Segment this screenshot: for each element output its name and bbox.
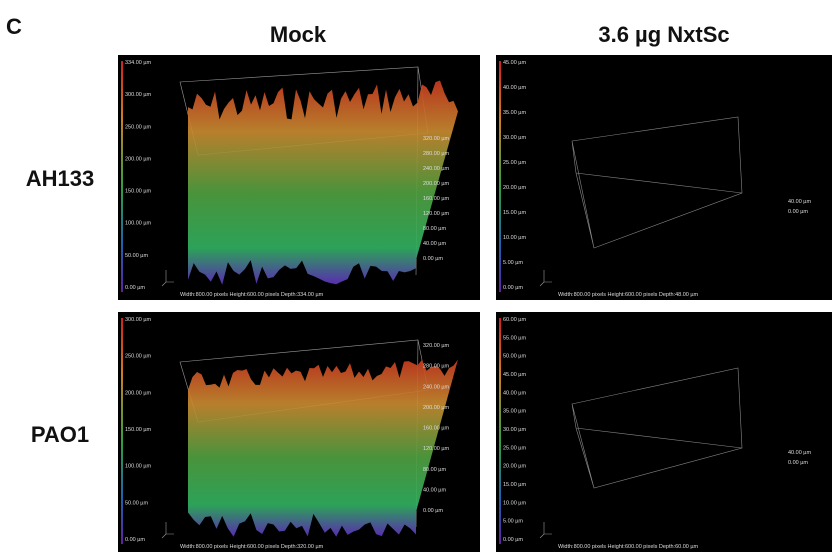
- scale-label: 200.00 µm: [125, 156, 152, 162]
- row-label: AH133: [26, 166, 94, 191]
- scale-label: 0.00 µm: [503, 285, 523, 291]
- scale-label: 50.00 µm: [503, 354, 526, 360]
- scale-label: 10.00 µm: [503, 500, 526, 506]
- axis-label: 320.00 µm: [423, 136, 450, 142]
- scale-label: 25.00 µm: [503, 445, 526, 451]
- panel-background: [496, 312, 832, 552]
- axis-label: 40.00 µm: [423, 241, 446, 247]
- axis-label: 80.00 µm: [423, 467, 446, 473]
- scale-label: 40.00 µm: [503, 390, 526, 396]
- axis-label: 200.00 µm: [423, 181, 450, 187]
- scale-label: 40.00 µm: [503, 85, 526, 91]
- scale-label: 35.00 µm: [503, 110, 526, 116]
- axis-label: 280.00 µm: [423, 364, 450, 370]
- scale-label: 45.00 µm: [503, 372, 526, 378]
- scale-label: 15.00 µm: [503, 210, 526, 216]
- scale-label: 50.00 µm: [125, 253, 148, 259]
- axis-label: 320.00 µm: [423, 343, 450, 349]
- row-label: PAO1: [31, 422, 89, 447]
- scale-label: 250.00 µm: [125, 124, 152, 130]
- footer: Width:800.00 pixels Height:600.00 pixels…: [180, 292, 324, 298]
- scale-label: 300.00 µm: [125, 92, 152, 98]
- scale-label: 200.00 µm: [125, 390, 152, 396]
- axis-label: 80.00 µm: [423, 226, 446, 232]
- scale-label: 20.00 µm: [503, 464, 526, 470]
- axis-label: 160.00 µm: [423, 196, 450, 202]
- axis-label: 40.00 µm: [423, 487, 446, 493]
- scale-label: 5.00 µm: [503, 519, 523, 525]
- scale-label: 35.00 µm: [503, 409, 526, 415]
- axis-label: 120.00 µm: [423, 446, 450, 452]
- column-title: Mock: [270, 22, 327, 47]
- scale-label: 55.00 µm: [503, 335, 526, 341]
- scale-label: 30.00 µm: [503, 135, 526, 141]
- axis-label: 120.00 µm: [423, 211, 450, 217]
- panel-background: [496, 55, 832, 300]
- scale-label: 20.00 µm: [503, 185, 526, 191]
- scale-label: 150.00 µm: [125, 189, 152, 195]
- scale-label: 150.00 µm: [125, 427, 152, 433]
- panel-letter: C: [6, 14, 22, 39]
- color-scale: [499, 61, 501, 292]
- scale-label: 100.00 µm: [125, 464, 152, 470]
- scale-label: 0.00 µm: [125, 537, 145, 543]
- scale-label: 10.00 µm: [503, 235, 526, 241]
- axis-label: 240.00 µm: [423, 384, 450, 390]
- axis-label: 0.00 µm: [423, 508, 443, 514]
- axis-label: 0.00 µm: [423, 256, 443, 262]
- axis-label: 280.00 µm: [423, 151, 450, 157]
- scale-label: 5.00 µm: [503, 260, 523, 266]
- biofilm-render: [188, 80, 458, 284]
- axis-label: 200.00 µm: [423, 405, 450, 411]
- scale-label: 100.00 µm: [125, 221, 152, 227]
- color-scale: [121, 318, 123, 544]
- axis-label: 0.00 µm: [788, 209, 808, 215]
- footer: Width:800.00 pixels Height:600.00 pixels…: [558, 292, 699, 298]
- scale-label: 15.00 µm: [503, 482, 526, 488]
- color-scale: [499, 318, 501, 544]
- scale-label: 45.00 µm: [503, 60, 526, 66]
- scale-label: 0.00 µm: [503, 537, 523, 543]
- axis-label: 40.00 µm: [788, 199, 811, 205]
- scale-label: 250.00 µm: [125, 354, 152, 360]
- color-scale: [121, 61, 123, 292]
- scale-label: 25.00 µm: [503, 160, 526, 166]
- scale-label: 300.00 µm: [125, 317, 152, 323]
- footer: Width:800.00 pixels Height:600.00 pixels…: [180, 544, 324, 550]
- axis-label: 160.00 µm: [423, 426, 450, 432]
- figure: C Mock 3.6 µg NxtSc AH133 PAO1 334.00 µm…: [0, 0, 832, 552]
- scale-label: 0.00 µm: [125, 285, 145, 291]
- axis-label: 240.00 µm: [423, 166, 450, 172]
- footer: Width:800.00 pixels Height:600.00 pixels…: [558, 544, 699, 550]
- axis-label: 0.00 µm: [788, 460, 808, 466]
- scale-label: 334.00 µm: [125, 60, 152, 66]
- column-title: 3.6 µg NxtSc: [598, 22, 729, 47]
- scale-label: 30.00 µm: [503, 427, 526, 433]
- scale-label: 60.00 µm: [503, 317, 526, 323]
- axis-label: 40.00 µm: [788, 450, 811, 456]
- scale-label: 50.00 µm: [125, 500, 148, 506]
